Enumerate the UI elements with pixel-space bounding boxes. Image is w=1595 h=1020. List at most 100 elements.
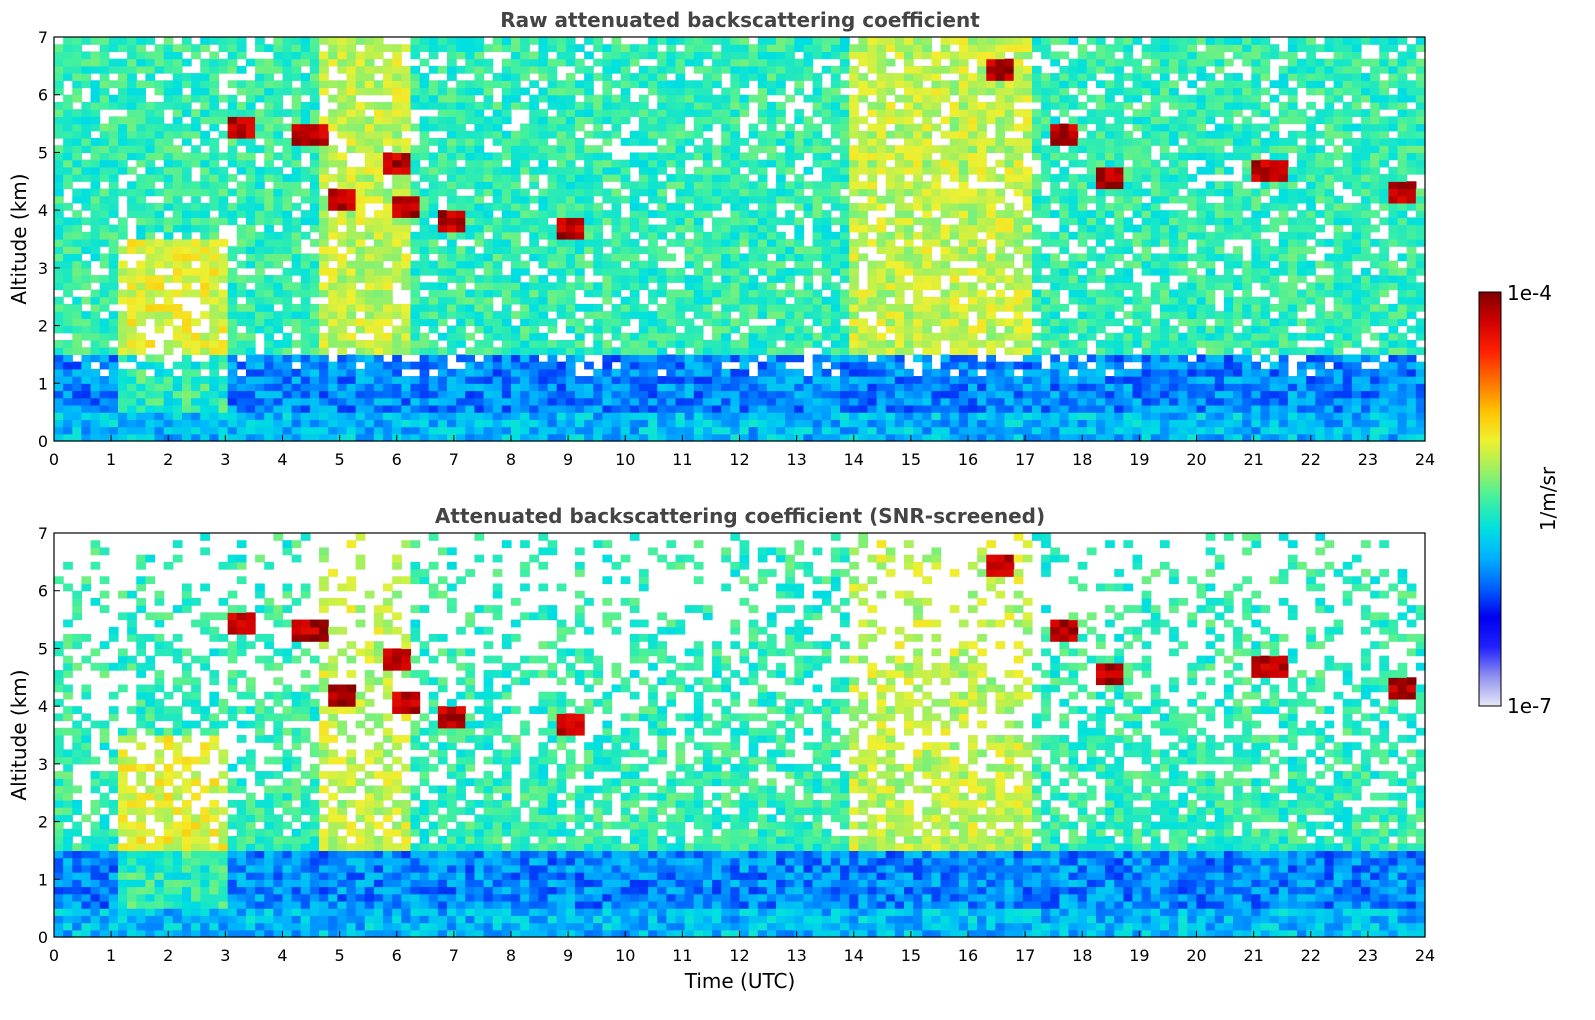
heatmap-cell (574, 390, 585, 399)
heatmap-cell (218, 116, 229, 125)
heatmap-cell (337, 188, 348, 197)
heatmap-cell (830, 303, 841, 312)
heatmap-cell (145, 73, 156, 81)
heatmap-cell (803, 44, 814, 53)
heatmap-cell (748, 433, 759, 442)
heatmap-cell (876, 347, 887, 356)
heatmap-cell (803, 116, 814, 125)
heatmap-cell (830, 354, 841, 363)
heatmap-cell (291, 376, 302, 384)
heatmap-cell (209, 368, 220, 377)
heatmap-cell (218, 181, 229, 190)
heatmap-cell (264, 73, 274, 81)
heatmap-cell (913, 44, 923, 53)
heatmap-cell (355, 275, 366, 283)
heatmap-cell (328, 332, 338, 341)
heatmap-cell (693, 419, 704, 428)
heatmap-cell (492, 275, 503, 283)
heatmap-cell (785, 303, 795, 312)
heatmap-cell (172, 390, 183, 399)
heatmap-cell (501, 433, 512, 442)
heatmap-cell (236, 311, 247, 319)
heatmap-cell (574, 65, 585, 74)
heatmap-cell (876, 376, 887, 384)
heatmap-cell (840, 404, 850, 413)
heatmap-cell (465, 275, 476, 283)
heatmap-cell (437, 404, 448, 413)
heatmap-cell (373, 138, 384, 146)
heatmap-cell (565, 397, 576, 406)
heatmap-cell (584, 311, 594, 319)
heatmap-cell (757, 37, 768, 45)
heatmap-cell (611, 109, 622, 117)
heatmap-cell (373, 101, 384, 110)
heatmap-cell (428, 318, 439, 327)
heatmap-cell (72, 282, 83, 291)
heatmap-cell (657, 361, 667, 370)
heatmap-cell (821, 325, 832, 334)
heatmap-cell (63, 94, 73, 103)
heatmap-cell (739, 101, 750, 110)
heatmap-cell (675, 224, 686, 233)
heatmap-cell (81, 397, 92, 406)
heatmap-cell (657, 253, 667, 262)
heatmap-cell (492, 311, 503, 319)
heatmap-cell (227, 145, 238, 154)
heatmap-cell (145, 419, 156, 428)
heatmap-cell (538, 347, 549, 356)
heatmap-cell (410, 44, 421, 53)
heatmap-cell (638, 174, 649, 182)
heatmap-cell (675, 159, 686, 168)
heatmap-cell (72, 65, 83, 74)
heatmap-cell (117, 289, 128, 298)
heatmap-cell (309, 260, 320, 269)
heatmap-cell (282, 267, 293, 276)
heatmap-cell (355, 340, 366, 348)
heatmap-cell (245, 152, 256, 161)
heatmap-cell (766, 419, 777, 428)
heatmap-cell (346, 109, 357, 117)
heatmap-cell (529, 210, 540, 218)
heatmap-cell (474, 159, 485, 168)
heatmap-cell (245, 289, 256, 298)
heatmap-cell (447, 37, 457, 45)
heatmap-cell (638, 332, 649, 341)
heatmap-cell (373, 275, 384, 283)
heatmap-cell (803, 397, 814, 406)
heatmap-cell (684, 44, 695, 53)
heatmap-cell (172, 340, 183, 348)
heatmap-cell (245, 145, 256, 154)
heatmap-cell (529, 253, 540, 262)
heatmap-cell (748, 166, 759, 175)
heatmap-cell (849, 311, 859, 319)
heatmap-cell (958, 239, 969, 247)
heatmap-cell (136, 224, 146, 233)
heatmap-cell (520, 426, 530, 435)
heatmap-cell (319, 239, 329, 247)
heatmap-cell (593, 303, 603, 312)
heatmap-cell (136, 51, 146, 60)
heatmap-cell (794, 383, 805, 392)
heatmap-cell (63, 130, 73, 139)
heatmap-cell (611, 433, 622, 442)
heatmap-cell (264, 296, 274, 305)
heatmap-cell (830, 311, 841, 319)
heatmap-cell (849, 101, 859, 110)
heatmap-cell (776, 217, 786, 226)
heatmap-cell (904, 58, 914, 67)
heatmap-cell (766, 390, 777, 399)
heatmap-cell (693, 181, 704, 190)
heatmap-cell (72, 260, 83, 269)
heatmap-cell (739, 260, 750, 269)
heatmap-cell (739, 51, 750, 60)
heatmap-cell (127, 318, 137, 327)
heatmap-cell (721, 130, 731, 139)
heatmap-cell (785, 289, 795, 298)
heatmap-cell (995, 368, 1006, 377)
heatmap-cell (730, 253, 741, 262)
heatmap-cell (209, 376, 220, 384)
heatmap-cell (401, 101, 412, 110)
heatmap-cell (72, 253, 83, 262)
heatmap-cell (565, 412, 576, 420)
heatmap-cell (940, 159, 951, 168)
